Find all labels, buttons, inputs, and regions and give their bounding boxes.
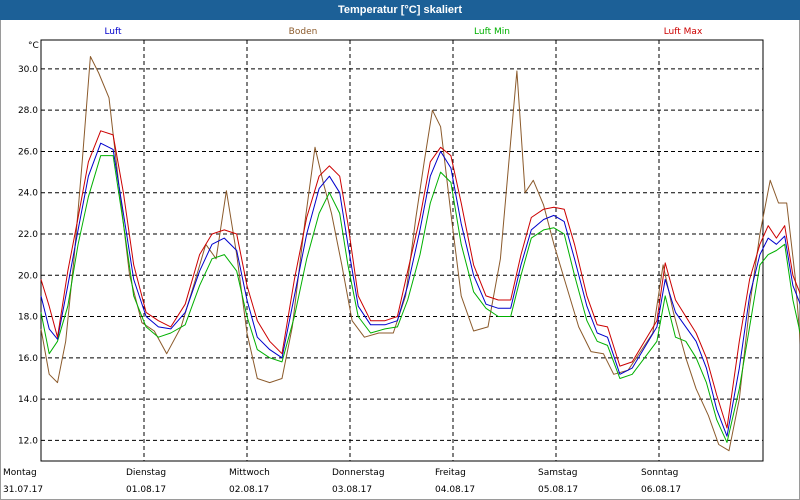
chart-title: Temperatur [°C] skaliert — [0, 0, 800, 20]
y-tick-label: 28.0 — [18, 106, 38, 116]
y-tick-label: 20.0 — [18, 271, 38, 281]
x-tick-day: Mittwoch — [229, 468, 270, 478]
y-tick-label: 30.0 — [18, 65, 38, 75]
plot-frame — [40, 39, 764, 462]
legend-entry: Boden — [289, 27, 318, 37]
y-axis-label: °C — [28, 41, 39, 51]
series-line-luft-max — [40, 130, 800, 429]
x-tick-day: Montag — [3, 468, 37, 478]
x-tick-date: 06.08.17 — [641, 485, 681, 495]
y-tick-label: 12.0 — [18, 436, 38, 446]
series-line-boden — [40, 56, 800, 452]
x-tick-date: 31.07.17 — [3, 485, 43, 495]
y-tick-label: 14.0 — [18, 395, 38, 405]
x-tick-date: 05.08.17 — [538, 485, 578, 495]
x-tick-day: Samstag — [538, 468, 577, 478]
x-tick-day: Donnerstag — [332, 468, 385, 478]
x-tick-date: 04.08.17 — [435, 485, 475, 495]
y-tick-label: 24.0 — [18, 189, 38, 199]
x-tick-date: 02.08.17 — [229, 485, 269, 495]
y-tick-label: 16.0 — [18, 354, 38, 364]
x-tick-day: Sonntag — [641, 468, 678, 478]
temperature-chart: °C Luft Boden Luft Min Luft Max 12.0 14.0 16.… — [3, 27, 800, 495]
legend-entry: Luft — [104, 27, 122, 37]
legend-entry: Luft Max — [664, 27, 703, 37]
y-tick-label: 18.0 — [18, 313, 38, 323]
y-tick-label: 22.0 — [18, 230, 38, 240]
series-line-luft-min — [40, 155, 800, 443]
x-tick-date: 03.08.17 — [332, 485, 372, 495]
y-tick-label: 26.0 — [18, 147, 38, 157]
series-line-luft — [40, 142, 800, 437]
legend-entry: Luft Min — [474, 27, 510, 37]
x-tick-day: Dienstag — [126, 468, 166, 478]
chart-area: °C Luft Boden Luft Min Luft Max 12.0 14.0 16.… — [0, 20, 800, 500]
x-tick-day: Freitag — [435, 468, 466, 478]
x-tick-date: 01.08.17 — [126, 485, 166, 495]
